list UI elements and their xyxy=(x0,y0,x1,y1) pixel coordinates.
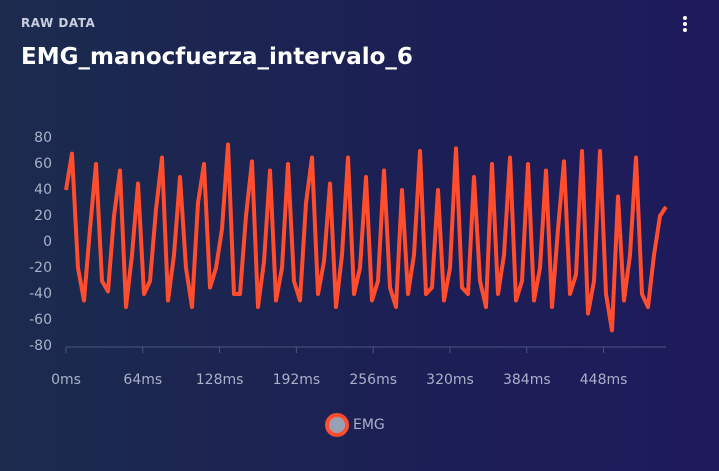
x-tick-label: 448ms xyxy=(580,372,628,388)
overline: RAW DATA xyxy=(21,16,96,30)
x-tick-label: 128ms xyxy=(196,372,244,388)
legend-label[interactable]: EMG xyxy=(353,417,385,433)
menu-button[interactable] xyxy=(679,16,691,36)
legend-marker[interactable] xyxy=(325,413,349,437)
y-tick-label: 0 xyxy=(43,234,52,250)
line xyxy=(64,142,668,333)
y-tick-label: 60 xyxy=(34,156,52,172)
x-tick-label: 384ms xyxy=(503,372,551,388)
x-tick-label: 256ms xyxy=(349,372,397,388)
y-tick-label: -80 xyxy=(29,338,52,354)
y-tick-label: -40 xyxy=(29,286,52,302)
x-tick-label: 0ms xyxy=(51,372,81,388)
x-tick-label: 64ms xyxy=(123,372,162,388)
x-tick-label: 192ms xyxy=(273,372,321,388)
y-tick-label: 80 xyxy=(34,130,52,146)
y-tick-label: 20 xyxy=(34,208,52,224)
x-tick-label: 320ms xyxy=(426,372,474,388)
title: EMG_manocfuerza_intervalo_6 xyxy=(21,44,413,70)
y-tick-label: 40 xyxy=(34,182,52,198)
y-tick-label: -20 xyxy=(29,260,52,276)
y-tick-label: -60 xyxy=(29,312,52,328)
